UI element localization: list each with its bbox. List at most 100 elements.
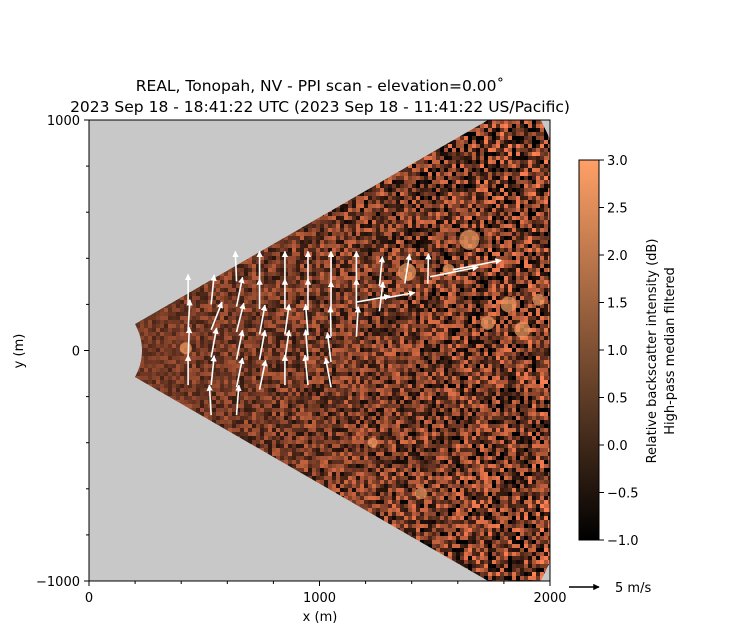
backscatter-cell [316, 424, 320, 428]
backscatter-cell [384, 248, 388, 252]
backscatter-cell [392, 312, 396, 316]
backscatter-cell [416, 468, 420, 472]
backscatter-cell [416, 348, 420, 352]
backscatter-cell [196, 364, 200, 368]
backscatter-cell [440, 356, 444, 360]
backscatter-cell [432, 284, 436, 288]
backscatter-cell [388, 260, 392, 264]
backscatter-cell [388, 268, 392, 272]
backscatter-cell [244, 276, 248, 280]
backscatter-cell [392, 316, 396, 320]
backscatter-cell [192, 324, 196, 328]
backscatter-cell [384, 500, 388, 504]
backscatter-cell [416, 248, 420, 252]
backscatter-cell [376, 392, 380, 396]
backscatter-cell [328, 440, 332, 444]
backscatter-cell [292, 408, 296, 412]
backscatter-cell [200, 412, 204, 416]
backscatter-cell [276, 360, 280, 364]
backscatter-cell [388, 348, 392, 352]
backscatter-cell [316, 400, 320, 404]
backscatter-cell [380, 180, 384, 184]
backscatter-cell [252, 404, 256, 408]
backscatter-cell [324, 344, 328, 348]
backscatter-cell [304, 372, 308, 376]
backscatter-cell [364, 356, 368, 360]
backscatter-cell [336, 376, 340, 380]
backscatter-cell [284, 296, 288, 300]
backscatter-cell [400, 228, 404, 232]
backscatter-cell [380, 244, 384, 248]
backscatter-cell [424, 300, 428, 304]
backscatter-cell [412, 308, 416, 312]
backscatter-cell [388, 480, 392, 484]
backscatter-cell [332, 400, 336, 404]
backscatter-cell [200, 328, 204, 332]
backscatter-cell [324, 320, 328, 324]
backscatter-cell [332, 308, 336, 312]
backscatter-cell [328, 428, 332, 432]
backscatter-cell [312, 452, 316, 456]
backscatter-cell [436, 212, 440, 216]
backscatter-cell [296, 320, 300, 324]
backscatter-cell [436, 536, 440, 540]
backscatter-cell [388, 488, 392, 492]
backscatter-cell [396, 460, 400, 464]
backscatter-cell [272, 400, 276, 404]
backscatter-cell [420, 264, 424, 268]
backscatter-cell [412, 312, 416, 316]
backscatter-cell [156, 356, 160, 360]
backscatter-cell [372, 428, 376, 432]
backscatter-cell [360, 444, 364, 448]
backscatter-cell [392, 464, 396, 468]
backscatter-cell [360, 452, 364, 456]
backscatter-cell [216, 396, 220, 400]
backscatter-cell [216, 380, 220, 384]
backscatter-cell [452, 496, 456, 500]
backscatter-cell [324, 328, 328, 332]
backscatter-cell [412, 512, 416, 516]
backscatter-cell [196, 380, 200, 384]
backscatter-cell [412, 476, 416, 480]
backscatter-cell [456, 248, 460, 252]
backscatter-cell [360, 488, 364, 492]
backscatter-cell [392, 428, 396, 432]
backscatter-cell [348, 240, 352, 244]
backscatter-cell [288, 408, 292, 412]
backscatter-cell [252, 352, 256, 356]
backscatter-cell [400, 428, 404, 432]
backscatter-cell [392, 192, 396, 196]
backscatter-cell [232, 384, 236, 388]
backscatter-cell [276, 244, 280, 248]
backscatter-cell [372, 352, 376, 356]
backscatter-cell [456, 144, 460, 148]
backscatter-cell [376, 416, 380, 420]
backscatter-cell [364, 236, 368, 240]
backscatter-cell [176, 348, 180, 352]
backscatter-cell [236, 432, 240, 436]
backscatter-cell [452, 480, 456, 484]
backscatter-cell [316, 268, 320, 272]
backscatter-cell [300, 452, 304, 456]
backscatter-cell [164, 372, 168, 376]
backscatter-cell [248, 428, 252, 432]
backscatter-cell [316, 356, 320, 360]
backscatter-cell [408, 532, 412, 536]
backscatter-cell [412, 280, 416, 284]
backscatter-cell [192, 332, 196, 336]
backscatter-cell [272, 340, 276, 344]
backscatter-cell [424, 432, 428, 436]
backscatter-cell [356, 488, 360, 492]
backscatter-cell [436, 460, 440, 464]
backscatter-cell [428, 532, 432, 536]
backscatter-cell [432, 156, 436, 160]
backscatter-cell [228, 320, 232, 324]
backscatter-cell [148, 376, 152, 380]
backscatter-cell [408, 452, 412, 456]
backscatter-cell [372, 244, 376, 248]
backscatter-cell [376, 364, 380, 368]
backscatter-cell [432, 484, 436, 488]
backscatter-cell [420, 460, 424, 464]
backscatter-cell [388, 380, 392, 384]
backscatter-cell [340, 340, 344, 344]
